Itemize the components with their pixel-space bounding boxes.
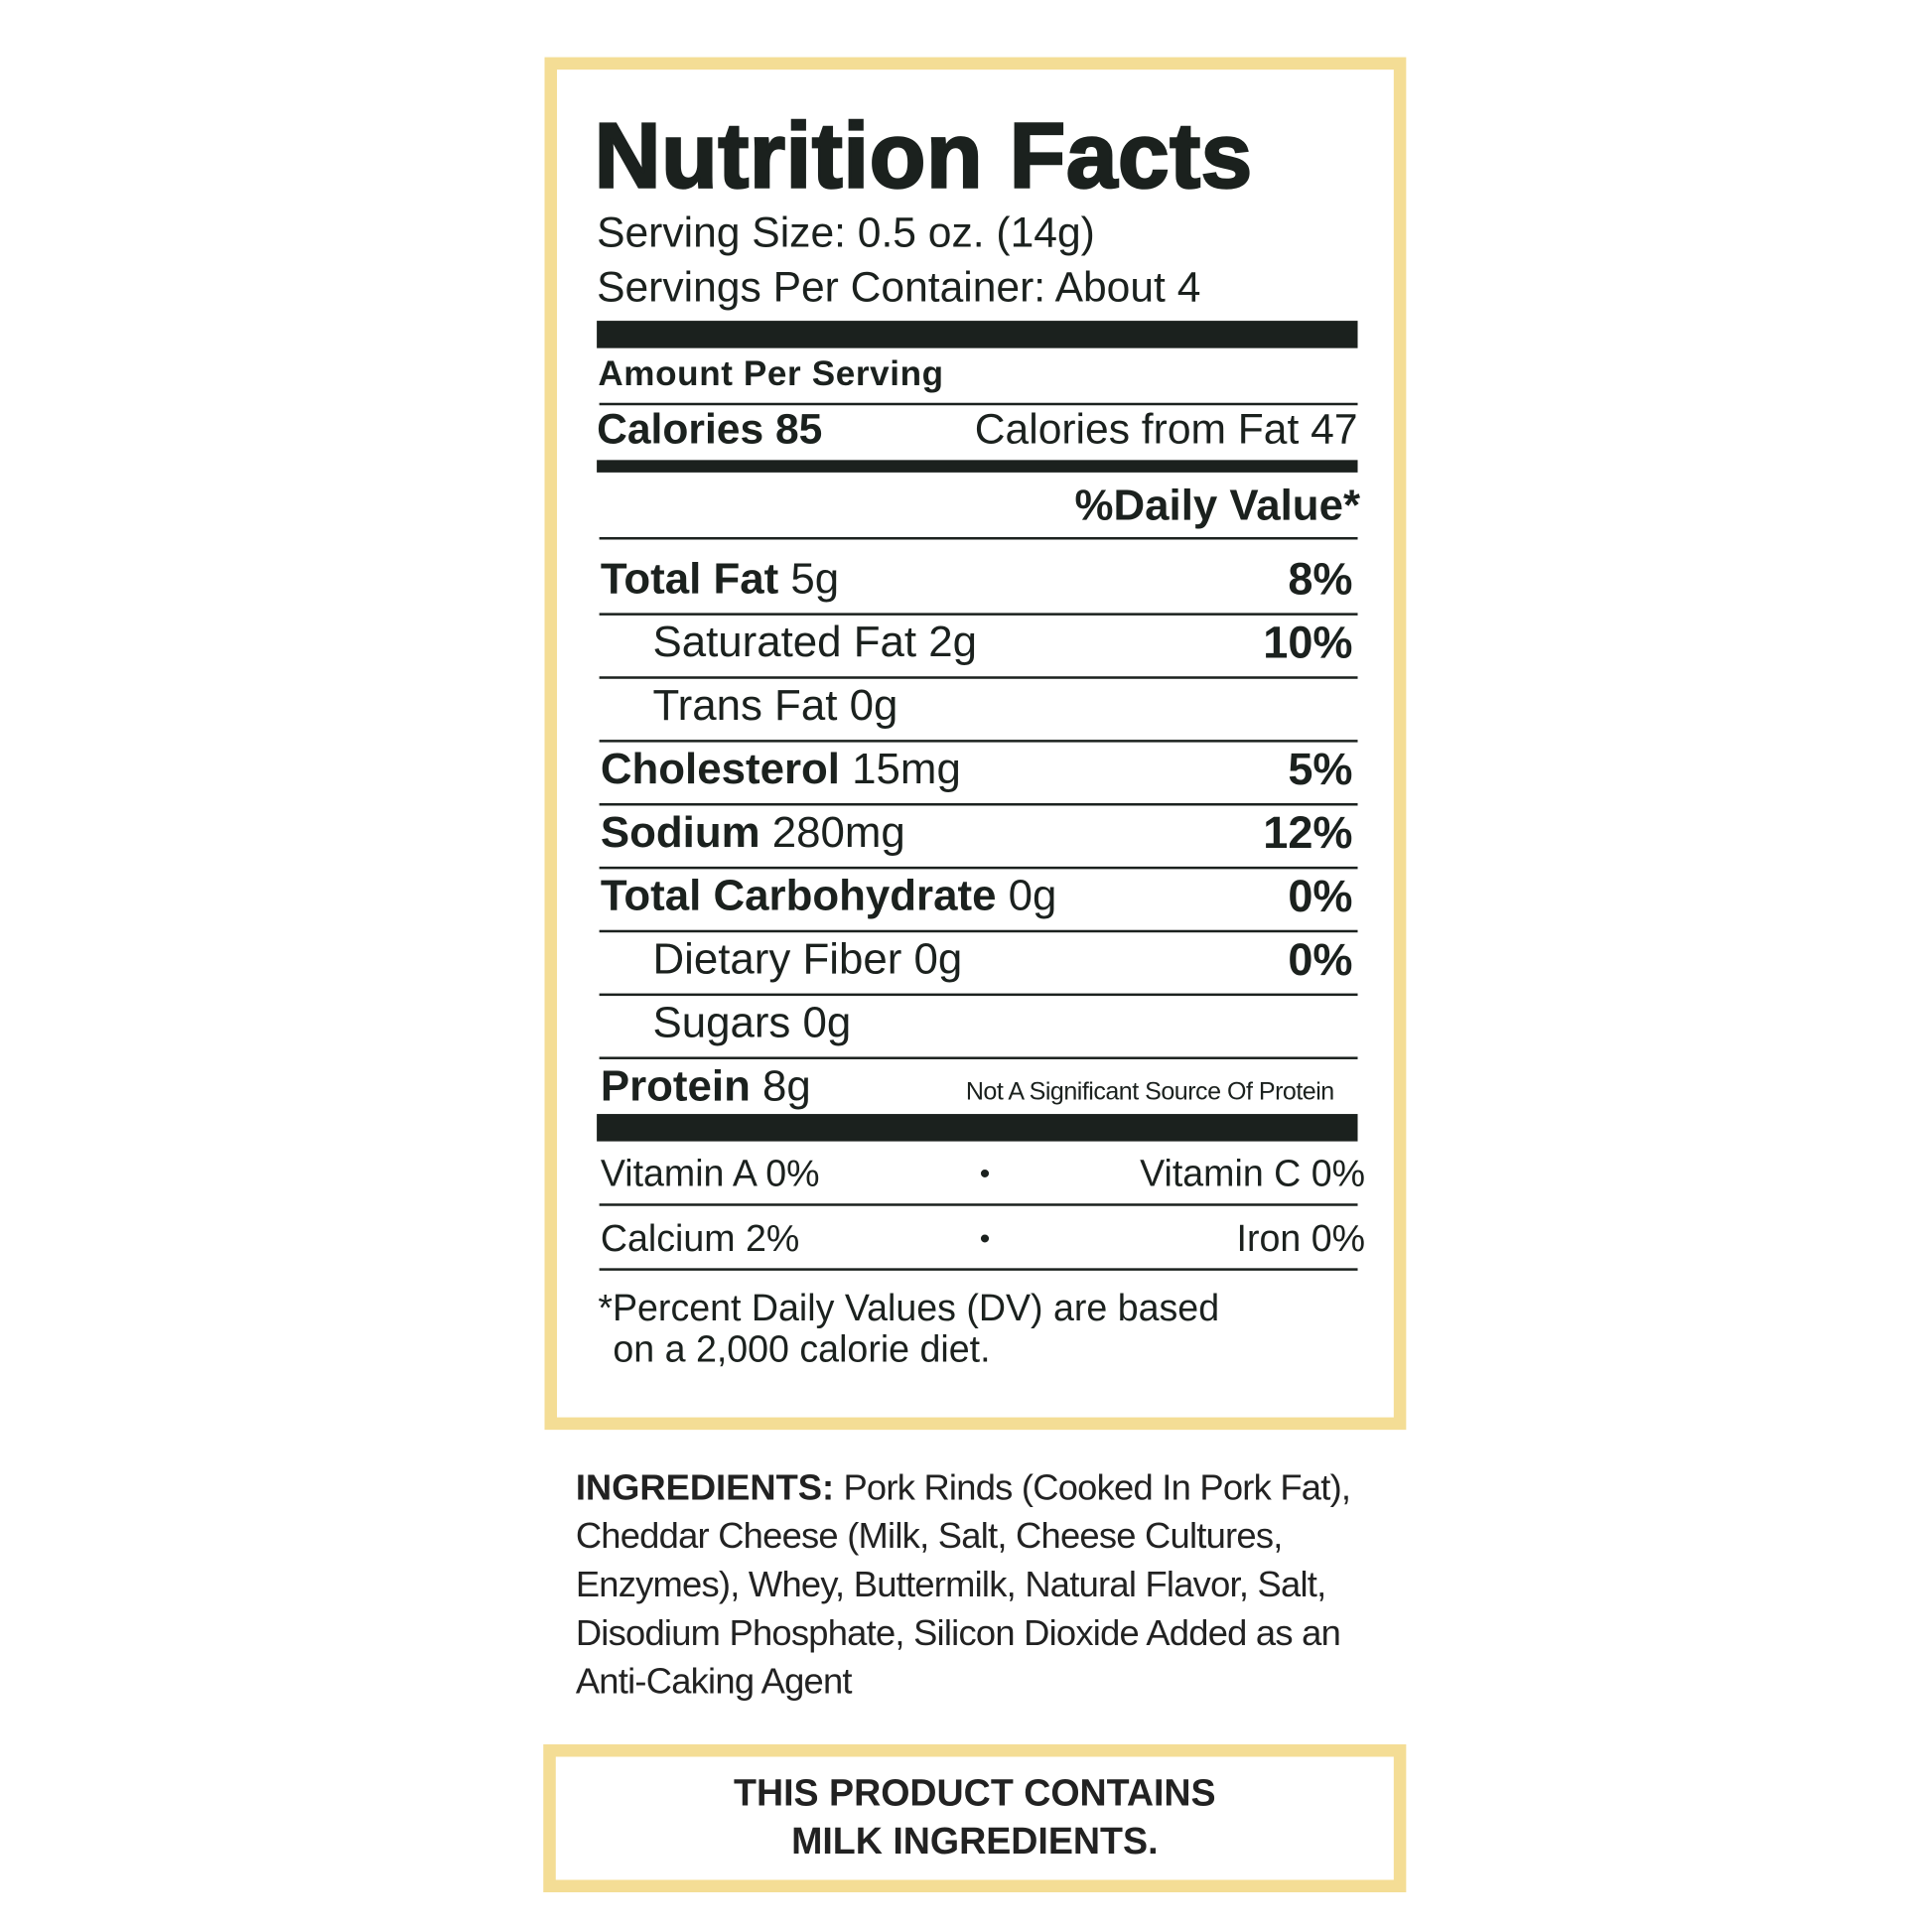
daily-value: 12% (1263, 806, 1353, 859)
nutrient-name: Sugars (652, 998, 791, 1047)
nutrient-amount: 5g (790, 554, 840, 604)
ingredients-line: Anti-Caking Agent (575, 1662, 853, 1703)
calories-from-fat: Calories from Fat 47 (974, 405, 1358, 454)
footnote-line: *Percent Daily Values (DV) are based (598, 1288, 1220, 1329)
allergen-line: MILK INGREDIENTS. (791, 1821, 1159, 1863)
daily-value: 8% (1288, 553, 1353, 605)
rule (599, 929, 1358, 933)
nutrient-name: Total Fat (600, 554, 779, 604)
rule (599, 536, 1358, 540)
vitamin-left: Calcium 2% (600, 1218, 800, 1260)
rule (599, 866, 1358, 870)
ingredients-line: Disodium Phosphate, Silicon Dioxide Adde… (575, 1613, 1341, 1654)
rule (599, 613, 1358, 616)
nutrient-row: Total Carbohydrate 0g (601, 872, 1057, 921)
rule (599, 993, 1358, 997)
nutrient-row: Trans Fat 0g (652, 681, 897, 731)
medium-rule (597, 460, 1358, 473)
nutrient-amount: 8g (762, 1061, 811, 1111)
allergen-line: THIS PRODUCT CONTAINS (733, 1772, 1216, 1815)
daily-value: 0% (1288, 870, 1353, 921)
nutrient-amount: 0g (849, 681, 898, 731)
daily-value: 5% (1288, 743, 1353, 795)
thick-rule (597, 321, 1358, 348)
separator: • (979, 1222, 991, 1256)
nutrient-name: Protein (600, 1061, 751, 1111)
daily-value: 0% (1288, 933, 1353, 985)
rule (599, 740, 1358, 743)
nutrient-name: Total Carbohydrate (600, 871, 997, 920)
serving-size: Serving Size: 0.5 oz. (14g) (597, 209, 1095, 257)
nutrient-row: Protein 8g (601, 1061, 811, 1111)
nutrient-name: Cholesterol (600, 745, 840, 793)
nutrient-amount: 0g (802, 998, 852, 1047)
label-border (544, 57, 1407, 1431)
daily-value: 10% (1263, 617, 1353, 668)
nutrient-amount: 280mg (771, 807, 905, 857)
rule (599, 402, 1358, 406)
daily-value-header: %Daily Value* (1074, 481, 1361, 530)
nutrient-amount: 15mg (852, 745, 961, 793)
calories: Calories 85 (597, 405, 823, 454)
nutrient-row: Saturated Fat 2g (652, 618, 977, 667)
rule (599, 1056, 1358, 1059)
vitamin-left: Vitamin A 0% (600, 1154, 820, 1195)
amount-per-serving: Amount Per Serving (598, 353, 944, 393)
nutrient-row: Dietary Fiber 0g (652, 935, 962, 985)
nutrient-amount: 2g (928, 618, 977, 667)
allergen: THIS PRODUCT CONTAINS MILK INGREDIENTS. (543, 1769, 1406, 1866)
vitamin-right: Iron 0% (1236, 1218, 1366, 1260)
rule (599, 676, 1358, 679)
nutrient-amount: 0g (1008, 871, 1057, 920)
ingredients: INGREDIENTS: Pork Rinds (Cooked In Pork … (575, 1464, 1351, 1707)
footnote-line: on a 2,000 calorie diet. (613, 1328, 991, 1371)
nutrient-name: Saturated Fat (652, 618, 917, 667)
ingredients-label: INGREDIENTS: (575, 1467, 835, 1509)
ingredients-line: Pork Rinds (Cooked In Pork Fat), (843, 1467, 1351, 1509)
nutrient-name: Trans Fat (652, 681, 838, 731)
allergen-box (543, 1743, 1407, 1893)
nutrient-row: Sugars 0g (652, 999, 851, 1048)
nutrient-name: Sodium (600, 807, 760, 857)
nutrient-name: Dietary Fiber (652, 934, 902, 984)
thick-rule (597, 1114, 1358, 1142)
rule (599, 1268, 1358, 1271)
nutrient-amount: 0g (913, 934, 963, 984)
ingredients-line: Enzymes), Whey, Buttermilk, Natural Flav… (575, 1565, 1326, 1605)
separator: • (979, 1157, 991, 1191)
vitamin-right: Vitamin C 0% (1140, 1154, 1366, 1195)
nutrient-row: Total Fat 5g (601, 555, 839, 605)
nutrient-row: Cholesterol 15mg (601, 745, 961, 794)
title: Nutrition Facts (593, 102, 1253, 207)
nutrient-row: Sodium 280mg (601, 808, 905, 858)
rule (599, 802, 1358, 806)
servings-per-container: Servings Per Container: About 4 (597, 264, 1201, 312)
nutrient-note: Not A Significant Source Of Protein (965, 1078, 1334, 1106)
rule (599, 1203, 1358, 1206)
footnote: *Percent Daily Values (DV) are based on … (598, 1288, 1219, 1370)
ingredients-line: Cheddar Cheese (Milk, Salt, Cheese Cultu… (575, 1516, 1284, 1557)
